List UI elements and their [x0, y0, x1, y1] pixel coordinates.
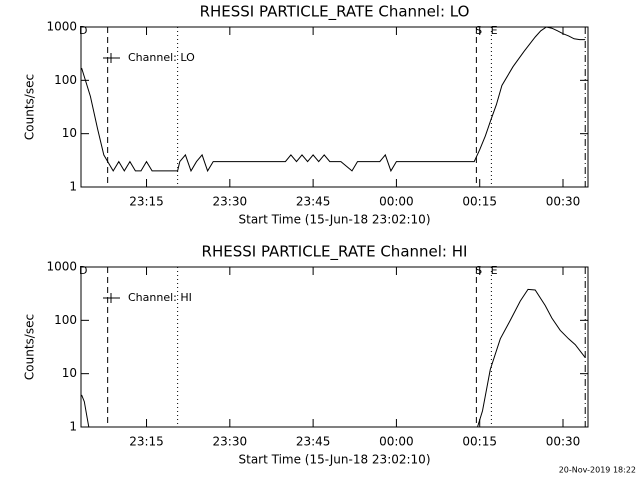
annotation: D — [79, 24, 87, 37]
annotation: S — [475, 264, 482, 277]
legend-label: Channel: HI — [128, 291, 192, 304]
data-line — [81, 26, 586, 173]
y-tick-label: 100 — [54, 313, 77, 327]
x-tick-label: 23:45 — [296, 195, 331, 209]
annotation: S — [475, 24, 482, 37]
annotation: E — [491, 264, 498, 277]
x-axis-label: Start Time (15-Jun-18 23:02:10) — [239, 453, 431, 467]
footer: 20-Nov-2019 18:22 — [559, 466, 636, 475]
chart-title: RHESSI PARTICLE_RATE Channel: LO — [200, 3, 470, 22]
x-tick-label: 00:30 — [546, 435, 581, 449]
data-line — [81, 288, 586, 428]
plot-frame — [80, 266, 589, 428]
y-tick-label: 10 — [62, 126, 77, 140]
y-tick-label: 1 — [69, 420, 77, 434]
x-tick-label: 00:00 — [379, 435, 414, 449]
x-tick-label: 00:00 — [379, 195, 414, 209]
x-tick-label: 23:15 — [129, 435, 164, 449]
chart-title: RHESSI PARTICLE_RATE Channel: HI — [202, 243, 468, 262]
y-tick-label: 1000 — [46, 20, 77, 34]
x-tick-label: 23:45 — [296, 435, 331, 449]
annotation: D — [79, 264, 87, 277]
x-tick-label: 23:30 — [213, 435, 248, 449]
y-axis-label: Counts/sec — [23, 74, 37, 140]
x-tick-label: 23:15 — [129, 195, 164, 209]
annotation: E — [491, 24, 498, 37]
legend-label: Channel: LO — [128, 51, 195, 64]
y-tick-label: 1 — [69, 180, 77, 194]
x-axis-label: Start Time (15-Jun-18 23:02:10) — [239, 213, 431, 227]
x-tick-label: 00:30 — [546, 195, 581, 209]
y-tick-label: 10 — [62, 366, 77, 380]
y-axis-label: Counts/sec — [23, 314, 37, 380]
y-tick-label: 1000 — [46, 260, 77, 274]
x-tick-label: 23:30 — [213, 195, 248, 209]
plot-frame — [80, 26, 589, 188]
x-tick-label: 00:15 — [462, 435, 497, 449]
y-tick-label: 100 — [54, 73, 77, 87]
x-tick-label: 00:15 — [462, 195, 497, 209]
